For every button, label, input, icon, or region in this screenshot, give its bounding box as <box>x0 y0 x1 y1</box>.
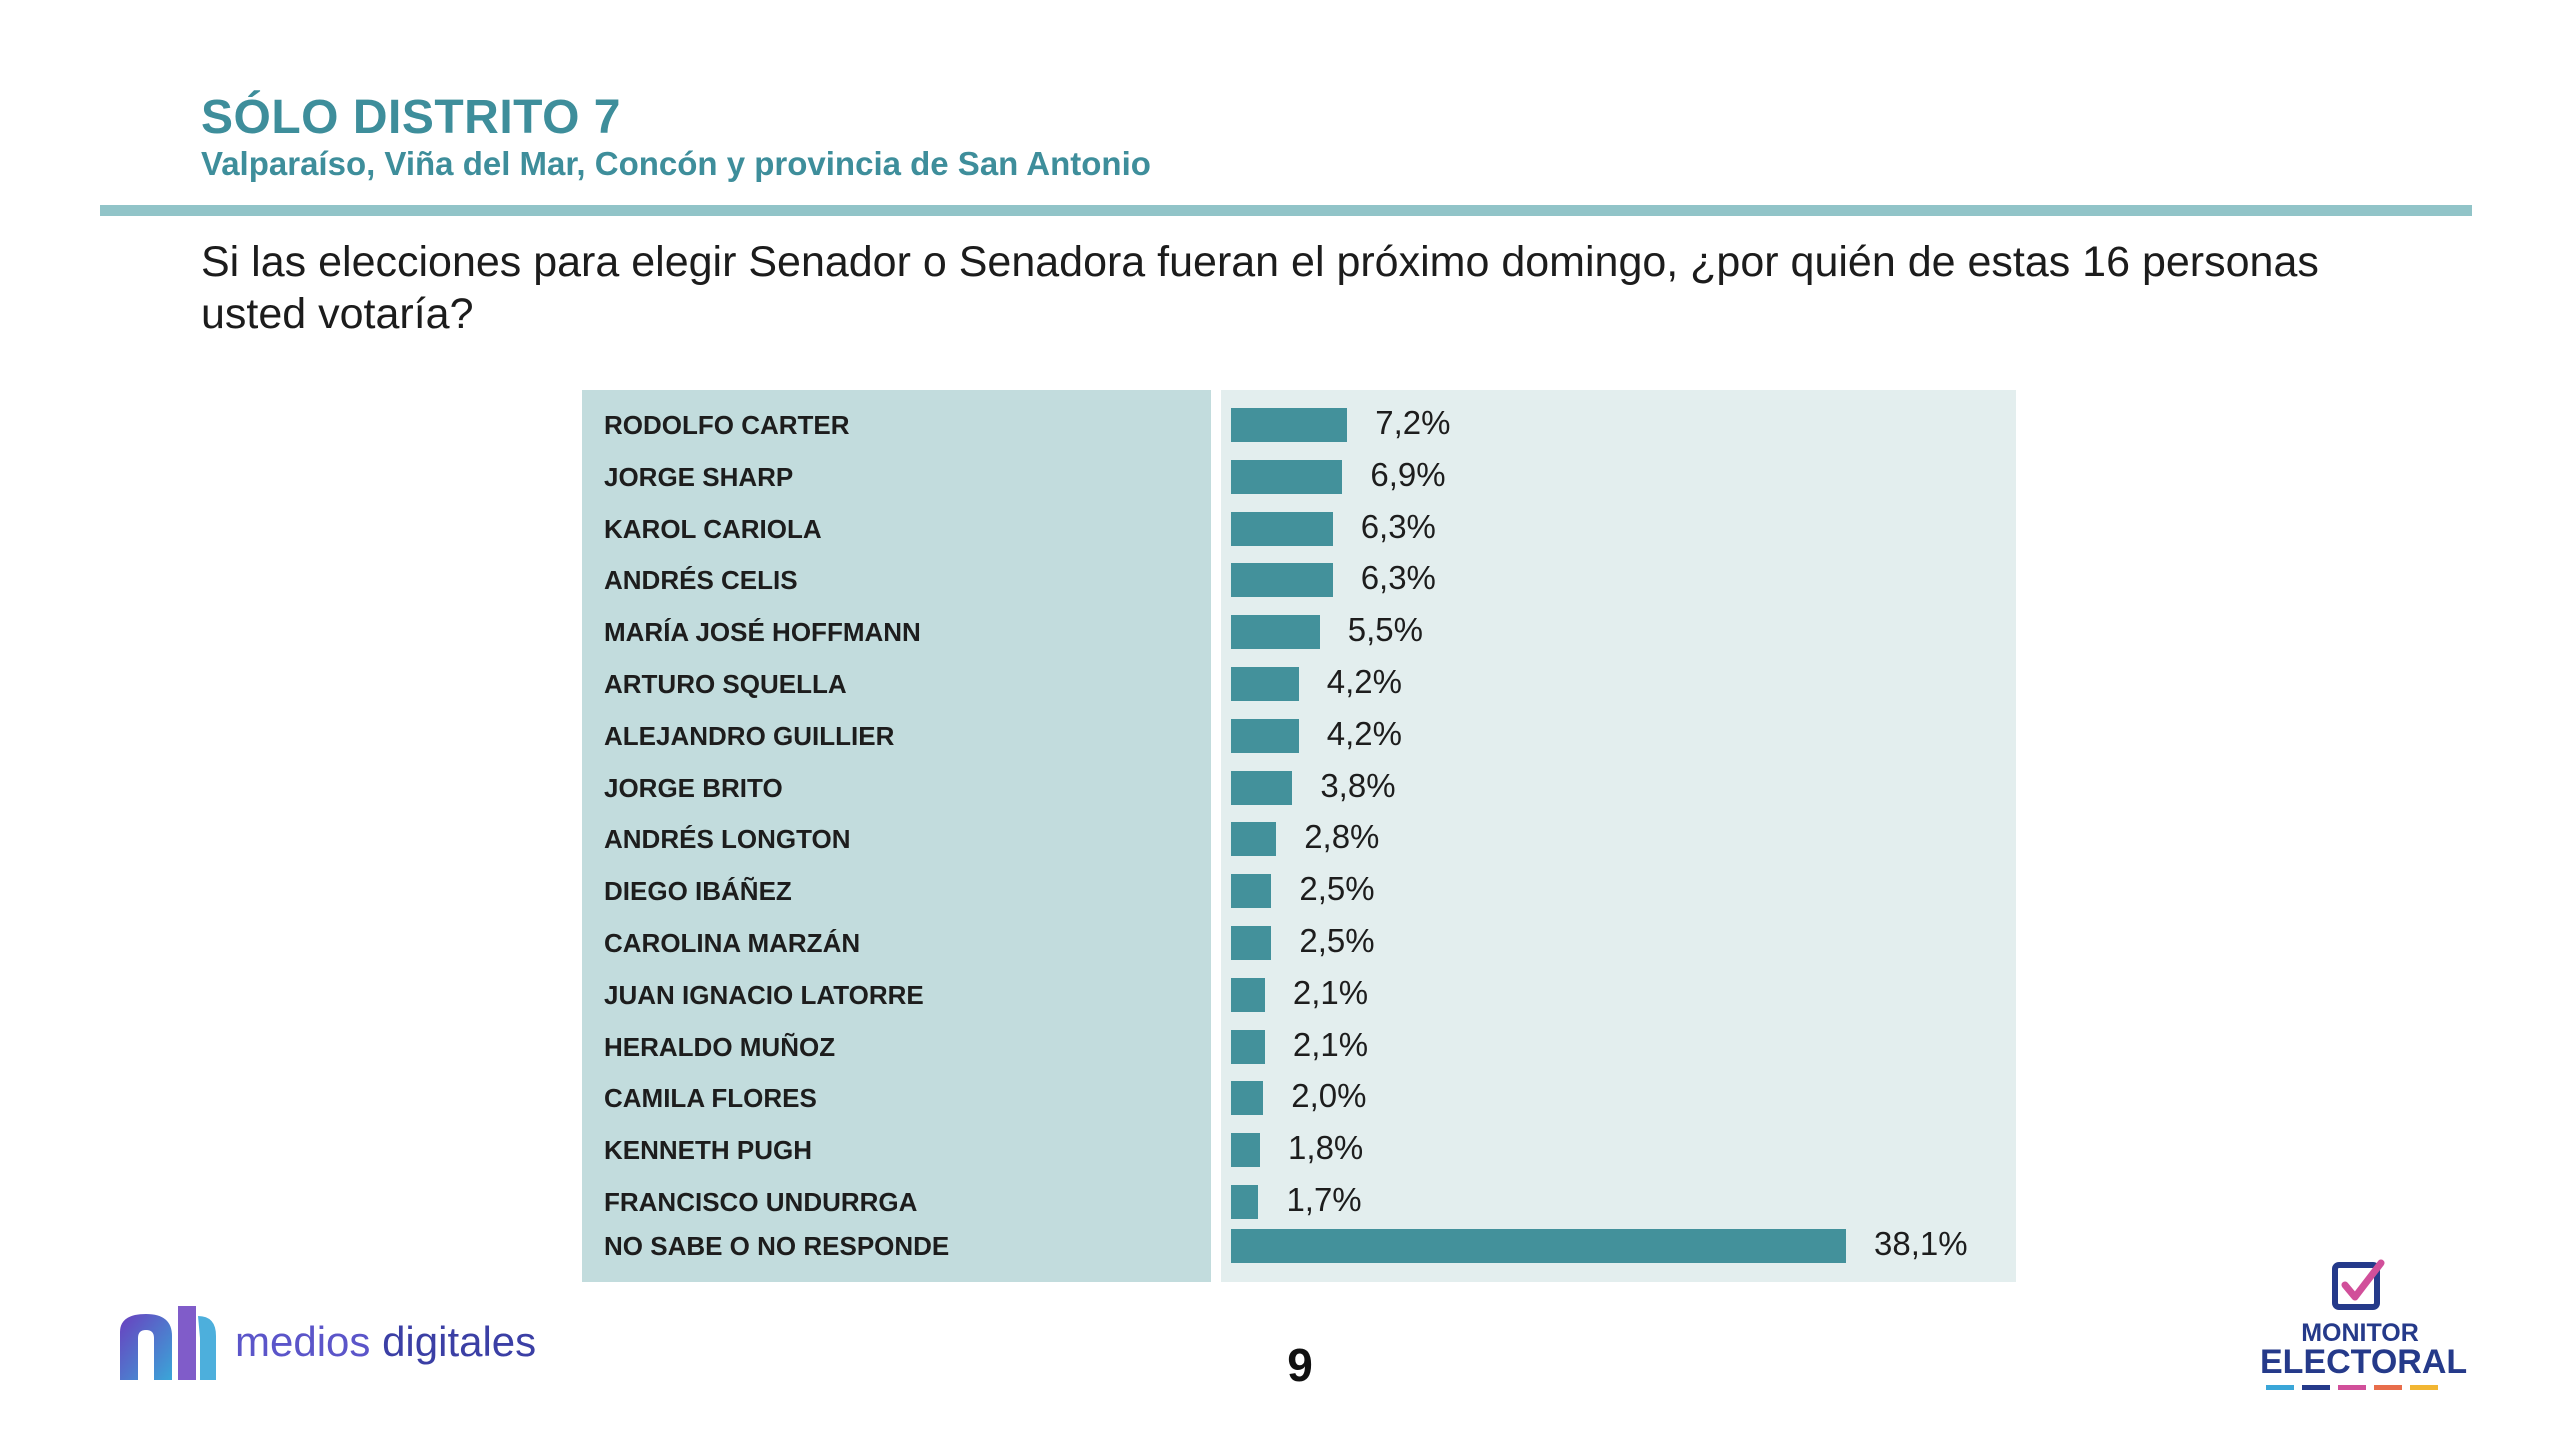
data-label: 2,1% <box>1292 1025 1369 1063</box>
data-label: 2,1% <box>1292 973 1369 1011</box>
brand-dash <box>2374 1385 2402 1390</box>
brand-word-medios: medios <box>235 1318 383 1365</box>
brand-dash <box>2266 1385 2294 1390</box>
page-subtitle: Valparaíso, Viña del Mar, Concón y provi… <box>201 145 1151 182</box>
monitor-electoral-logo: MONITOR ELECTORAL <box>2260 1255 2468 1395</box>
data-label: 2,5% <box>1299 870 1375 908</box>
bar <box>1231 667 1299 701</box>
category-label: JORGE BRITO <box>604 772 783 803</box>
category-label: DIEGO IBÁÑEZ <box>604 876 792 907</box>
category-label: KAROL CARIOLA <box>604 513 822 544</box>
page-number: 9 <box>1287 1339 1313 1391</box>
brand-monitor: MONITOR <box>2301 1319 2419 1347</box>
category-label: ANDRÉS CELIS <box>604 565 798 596</box>
data-label: 1,8% <box>1288 1129 1364 1167</box>
bar <box>1231 926 1272 960</box>
bar <box>1231 1185 1259 1219</box>
category-label: JUAN IGNACIO LATORRE <box>604 979 924 1010</box>
bar <box>1231 718 1299 753</box>
bar <box>1231 1133 1261 1168</box>
bar <box>1231 770 1293 805</box>
data-label: 6,3% <box>1360 507 1436 545</box>
bar <box>1231 408 1348 442</box>
bar <box>1231 459 1343 494</box>
data-label: 4,2% <box>1326 714 1402 752</box>
data-label: 4,2% <box>1326 663 1402 700</box>
data-label: 6,3% <box>1360 559 1436 597</box>
data-label: 38,1% <box>1874 1225 1968 1262</box>
category-label: HERALDO MUÑOZ <box>604 1031 836 1062</box>
category-label: ARTURO SQUELLA <box>604 669 847 699</box>
ballot-box-check-icon <box>2332 1259 2385 1310</box>
data-label: 7,2% <box>1375 404 1451 441</box>
page-title: SÓLO DISTRITO 7 <box>201 91 621 144</box>
data-label: 2,8% <box>1304 818 1380 856</box>
brand-medios-digitales: medios digitales <box>235 1318 536 1366</box>
category-label: ANDRÉS LONGTON <box>604 824 851 855</box>
bar <box>1231 615 1320 650</box>
bar <box>1231 563 1333 598</box>
category-label: KENNETH PUGH <box>604 1135 813 1166</box>
brand-dash <box>2338 1385 2366 1390</box>
category-label: NO SABE O NO RESPONDE <box>604 1231 950 1261</box>
brand-dash <box>2302 1385 2330 1390</box>
data-label: 6,9% <box>1370 455 1446 493</box>
brand-electoral: ELECTORAL <box>2260 1343 2468 1381</box>
bar <box>1231 977 1265 1012</box>
category-label: FRANCISCO UNDURRGA <box>604 1187 918 1217</box>
category-label: RODOLFO CARTER <box>604 410 850 440</box>
medios-digitales-logo-icon <box>120 1306 216 1380</box>
label-panel <box>582 390 1211 1282</box>
bar <box>1231 1229 1846 1263</box>
category-label: ALEJANDRO GUILLIER <box>604 720 895 751</box>
data-label: 1,7% <box>1286 1181 1362 1218</box>
brand-dash <box>2410 1385 2438 1390</box>
bar <box>1231 511 1333 546</box>
bar <box>1231 1029 1265 1064</box>
data-label: 3,8% <box>1320 766 1396 804</box>
data-label: 2,0% <box>1291 1077 1367 1115</box>
survey-question: Si las elecciones para elegir Senador o … <box>201 238 2319 338</box>
bar-panel <box>1221 390 2016 1282</box>
category-label: CAROLINA MARZÁN <box>604 928 861 958</box>
data-label: 5,5% <box>1347 611 1423 649</box>
category-label: CAMILA FLORES <box>604 1083 817 1114</box>
bar <box>1231 822 1277 857</box>
bar <box>1231 874 1272 909</box>
bar <box>1231 1081 1264 1116</box>
header-divider <box>100 205 2472 216</box>
category-label: MARÍA JOSÉ HOFFMANN <box>604 617 921 648</box>
category-label: JORGE SHARP <box>604 461 794 492</box>
brand-word-digitales: digitales <box>382 1318 537 1365</box>
data-label: 2,5% <box>1299 922 1375 959</box>
